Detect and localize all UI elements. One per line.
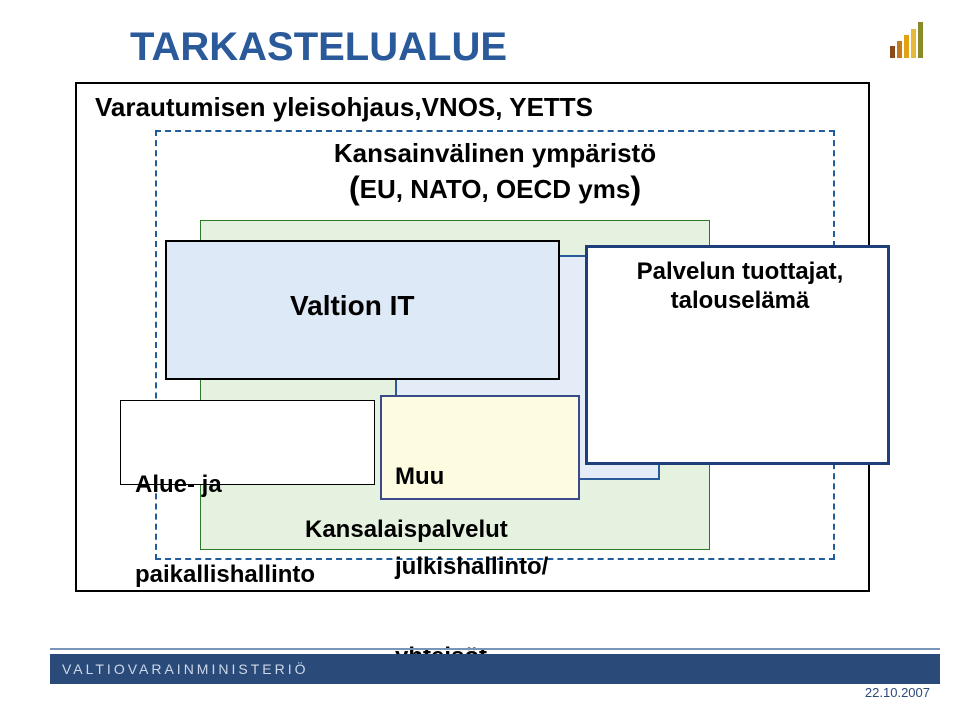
slide-title: TARKASTELUALUE [130,25,507,70]
label-kansainvalinen-line2: (EU, NATO, OECD yms) [155,169,835,206]
ministry-name: VALTIOVARAINMINISTERIÖ [50,661,308,677]
footer-top-line [50,648,940,650]
logo-bar [890,46,895,58]
label-varautumisen: Varautumisen yleisohjaus,VNOS, YETTS [95,92,593,123]
footer-band: VALTIOVARAINMINISTERIÖ [50,654,940,684]
label-kansainvalinen-line1: Kansainvälinen ympäristö [155,138,835,169]
label-alue-paikallis-line1: Alue- ja [135,470,315,500]
footer: VALTIOVARAINMINISTERIÖ 22.10.2007 [0,648,960,696]
label-muu-julkis-line1: Muu [395,462,548,492]
logo-bar [897,41,902,58]
footer-date: 22.10.2007 [865,685,930,700]
label-alue-paikallis-line2: paikallishallinto [135,560,315,590]
label-kansainvalinen: Kansainvälinen ympäristö (EU, NATO, OECD… [155,138,835,206]
label-muu-julkis-line2: julkishallinto/ [395,552,548,582]
label-palvelun-tuottajat-line1: Palvelun tuottajat, [610,258,870,287]
logo-bar [918,22,923,58]
label-palvelun-tuottajat-line2: talouselämä [610,287,870,316]
ministry-logo [890,18,930,58]
label-valtion-it: Valtion IT [290,290,414,322]
label-palvelun-tuottajat: Palvelun tuottajat, talouselämä [610,258,870,316]
slide: TARKASTELUALUE Varautumisen yleisohjaus,… [0,0,960,716]
logo-bar [911,29,916,58]
logo-bar [904,35,909,58]
label-alue-paikallis: Alue- ja paikallishallinto [135,410,315,650]
